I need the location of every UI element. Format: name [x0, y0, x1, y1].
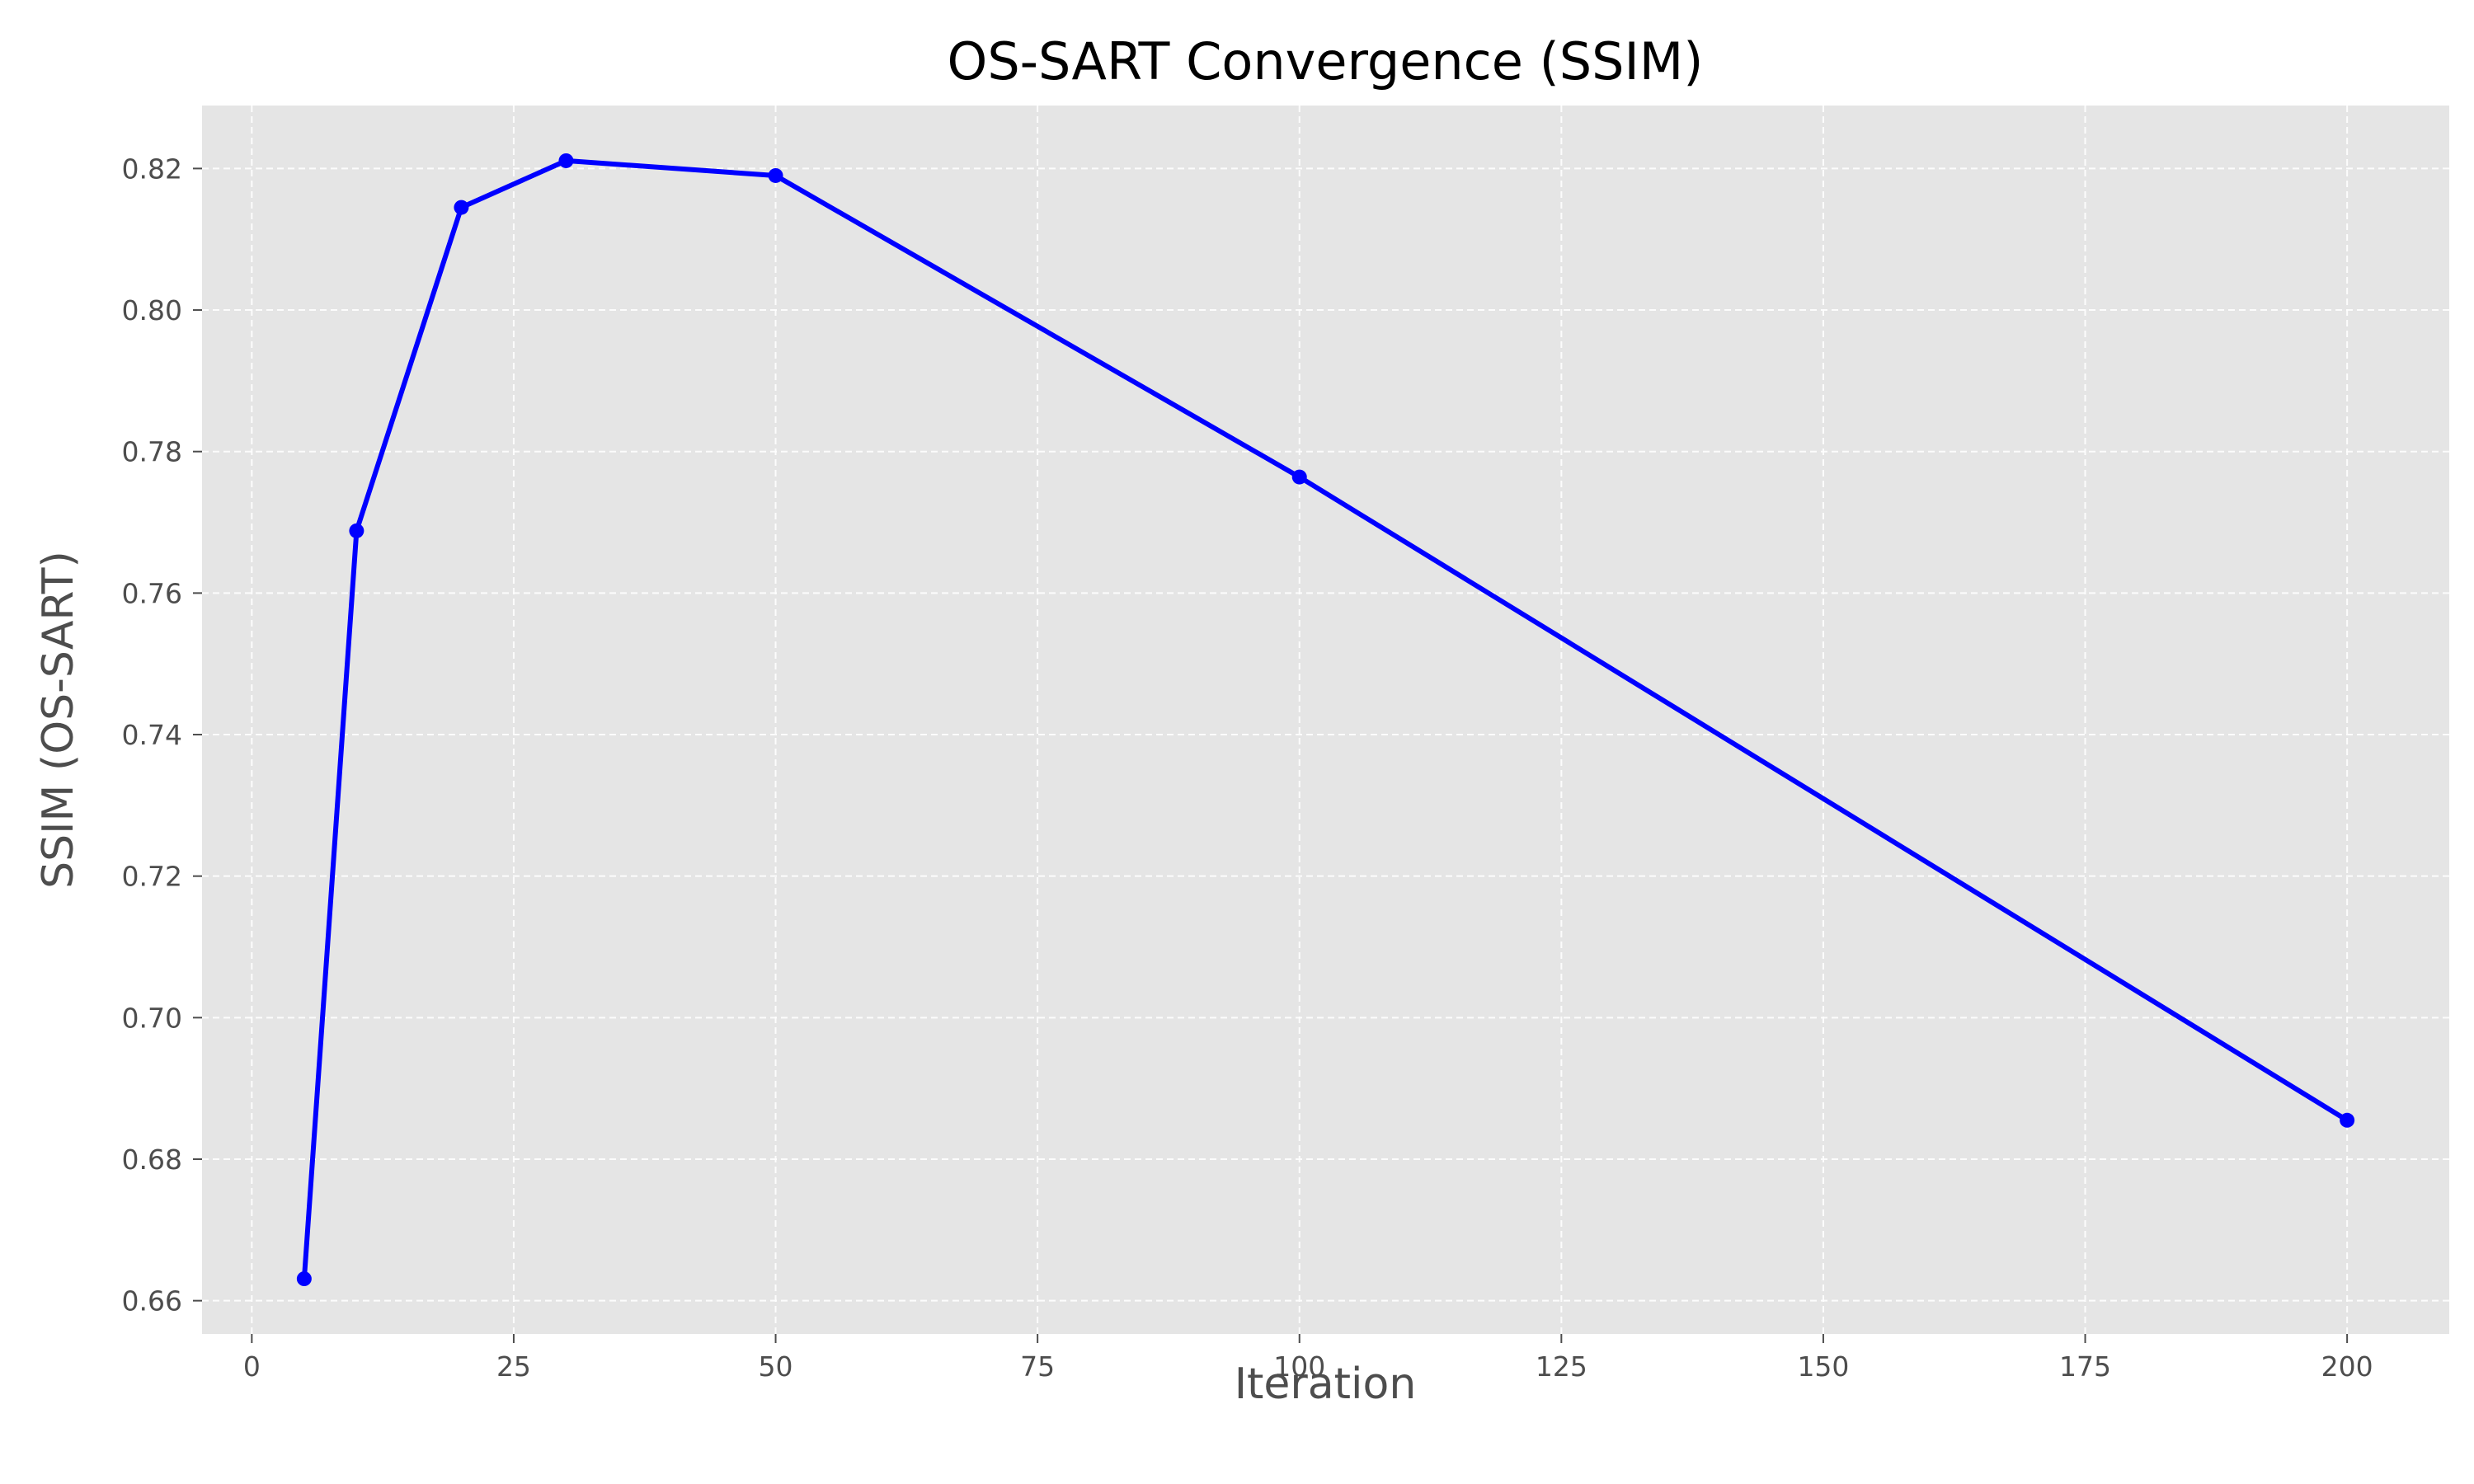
data-point [296, 1271, 312, 1287]
x-tick-label: 125 [1536, 1350, 1587, 1383]
x-tick-label: 25 [496, 1350, 531, 1383]
plot-area [202, 106, 2449, 1334]
data-point [768, 167, 783, 183]
data-point [349, 523, 365, 538]
y-tick-label: 0.78 [122, 436, 182, 468]
y-axis-label: SSIM (OS-SART) [34, 551, 83, 889]
x-tick-label: 75 [1020, 1350, 1055, 1383]
y-tick-label: 0.82 [122, 153, 182, 185]
y-tick-label: 0.74 [122, 719, 182, 751]
x-tick-label: 50 [759, 1350, 793, 1383]
x-axis-label: Iteration [1235, 1360, 1417, 1409]
x-tick-label: 200 [2321, 1350, 2373, 1383]
y-tick-label: 0.72 [122, 861, 182, 893]
x-tick-label: 175 [2059, 1350, 2111, 1383]
y-tick-label: 0.76 [122, 577, 182, 609]
data-point [1291, 469, 1307, 485]
y-tick-label: 0.70 [122, 1002, 182, 1034]
x-tick-label: 150 [1797, 1350, 1849, 1383]
chart-title: OS-SART Convergence (SSIM) [948, 31, 1704, 92]
y-tick-label: 0.68 [122, 1144, 182, 1176]
data-point [558, 153, 574, 168]
y-tick-label: 0.66 [122, 1285, 182, 1317]
axis-ticks: 0 25 50 75 100 125 150 175 200 0.66 0.68 0.70 0.72 0.… [122, 153, 2373, 1383]
x-tick-label: 100 [1273, 1350, 1325, 1383]
y-tick-label: 0.80 [122, 294, 182, 326]
data-point [454, 200, 469, 215]
x-tick-label: 0 [243, 1350, 261, 1383]
data-point [2340, 1112, 2355, 1128]
grid [202, 106, 2449, 1334]
series [296, 153, 2355, 1287]
